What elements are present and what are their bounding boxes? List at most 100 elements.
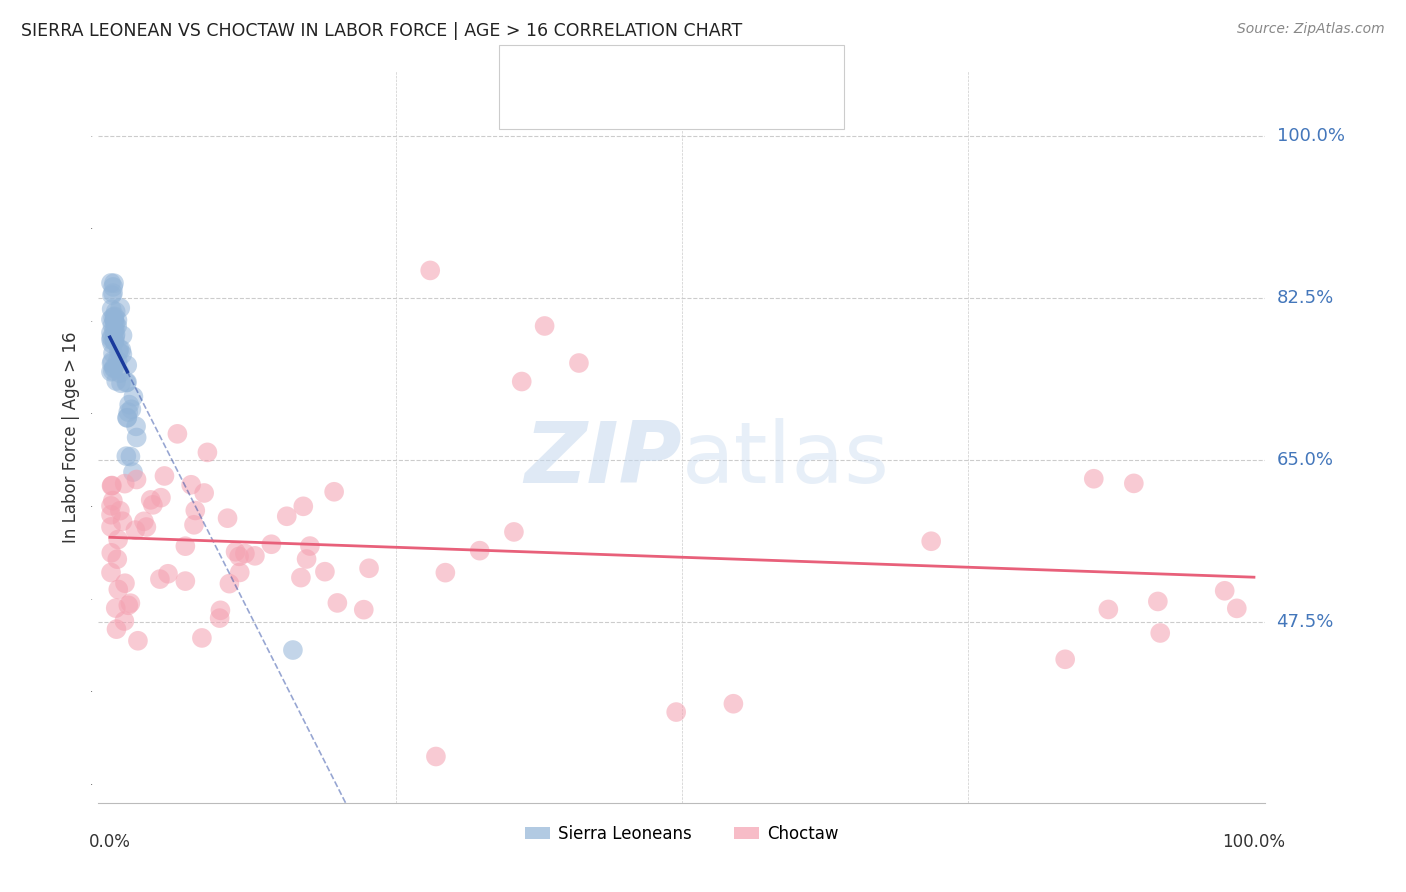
Point [218, 576, 240, 591]
Point [1054, 652, 1077, 666]
Point [434, 566, 457, 580]
Point [142, 498, 165, 512]
Point [101, 493, 124, 508]
Point [105, 374, 128, 388]
Point [101, 280, 124, 294]
Point [183, 517, 205, 532]
Point [108, 366, 131, 380]
Point [101, 354, 124, 368]
Point [100, 566, 122, 580]
Point [111, 514, 134, 528]
Point [105, 622, 128, 636]
Point [115, 358, 138, 372]
Text: 65.0%: 65.0% [1277, 451, 1333, 469]
Text: SIERRA LEONEAN VS CHOCTAW IN LABOR FORCE | AGE > 16 CORRELATION CHART: SIERRA LEONEAN VS CHOCTAW IN LABOR FORCE… [21, 22, 742, 40]
Point [1213, 583, 1236, 598]
Point [290, 571, 312, 585]
Point [110, 376, 132, 391]
Point [191, 631, 214, 645]
Point [101, 286, 124, 301]
Point [125, 419, 148, 434]
Point [104, 310, 127, 324]
Point [122, 390, 145, 404]
Point [1149, 626, 1171, 640]
Point [180, 477, 202, 491]
Y-axis label: In Labor Force | Age > 16: In Labor Force | Age > 16 [62, 331, 80, 543]
Point [104, 304, 127, 318]
Point [665, 705, 688, 719]
Point [104, 601, 127, 615]
Text: 0.0%: 0.0% [89, 833, 131, 851]
Point [229, 566, 252, 580]
Point [108, 342, 131, 356]
Text: ZIP: ZIP [524, 417, 682, 500]
Legend: Sierra Leoneans, Choctaw: Sierra Leoneans, Choctaw [519, 818, 845, 849]
Point [103, 314, 125, 328]
Point [108, 504, 131, 518]
Point [468, 543, 491, 558]
Point [100, 365, 122, 379]
Point [166, 426, 188, 441]
Point [104, 330, 127, 344]
Point [115, 449, 138, 463]
Point [100, 276, 122, 290]
Point [156, 566, 179, 581]
Point [353, 602, 375, 616]
Point [111, 328, 134, 343]
Point [295, 552, 318, 566]
Point [193, 486, 215, 500]
Point [723, 697, 745, 711]
Point [276, 509, 298, 524]
Point [107, 313, 129, 327]
Point [357, 561, 380, 575]
Point [197, 445, 219, 459]
Point [233, 547, 256, 561]
Point [100, 499, 122, 513]
Point [1083, 472, 1105, 486]
Point [105, 318, 128, 333]
Point [104, 327, 127, 342]
Point [103, 360, 125, 375]
Point [174, 539, 197, 553]
Text: N = 58: N = 58 [717, 56, 785, 74]
Point [184, 503, 207, 517]
Point [101, 364, 124, 378]
Point [920, 534, 942, 549]
Point [127, 633, 149, 648]
Text: 82.5%: 82.5% [1277, 289, 1334, 307]
Point [323, 484, 346, 499]
Point [153, 469, 176, 483]
Point [425, 749, 447, 764]
Point [1122, 476, 1144, 491]
Point [101, 478, 124, 492]
Point [120, 402, 142, 417]
Point [174, 574, 197, 588]
Point [115, 375, 138, 389]
Point [135, 520, 157, 534]
Point [149, 572, 172, 586]
Point [115, 376, 138, 390]
Point [103, 324, 125, 338]
Point [149, 491, 172, 505]
Point [101, 288, 124, 302]
Point [100, 330, 122, 344]
Point [122, 465, 145, 479]
Point [115, 410, 138, 425]
Point [101, 346, 124, 360]
Text: R = -0.186: R = -0.186 [550, 98, 647, 116]
Point [533, 318, 555, 333]
Point [110, 301, 132, 315]
Text: 100.0%: 100.0% [1222, 833, 1285, 851]
Point [120, 450, 142, 464]
Point [100, 312, 122, 326]
Text: atlas: atlas [682, 417, 890, 500]
Text: 47.5%: 47.5% [1277, 614, 1334, 632]
Point [132, 514, 155, 528]
Point [510, 375, 533, 389]
Point [326, 596, 349, 610]
Point [101, 310, 124, 325]
Point [103, 313, 125, 327]
Point [568, 356, 591, 370]
Point [107, 582, 129, 597]
Point [124, 523, 146, 537]
